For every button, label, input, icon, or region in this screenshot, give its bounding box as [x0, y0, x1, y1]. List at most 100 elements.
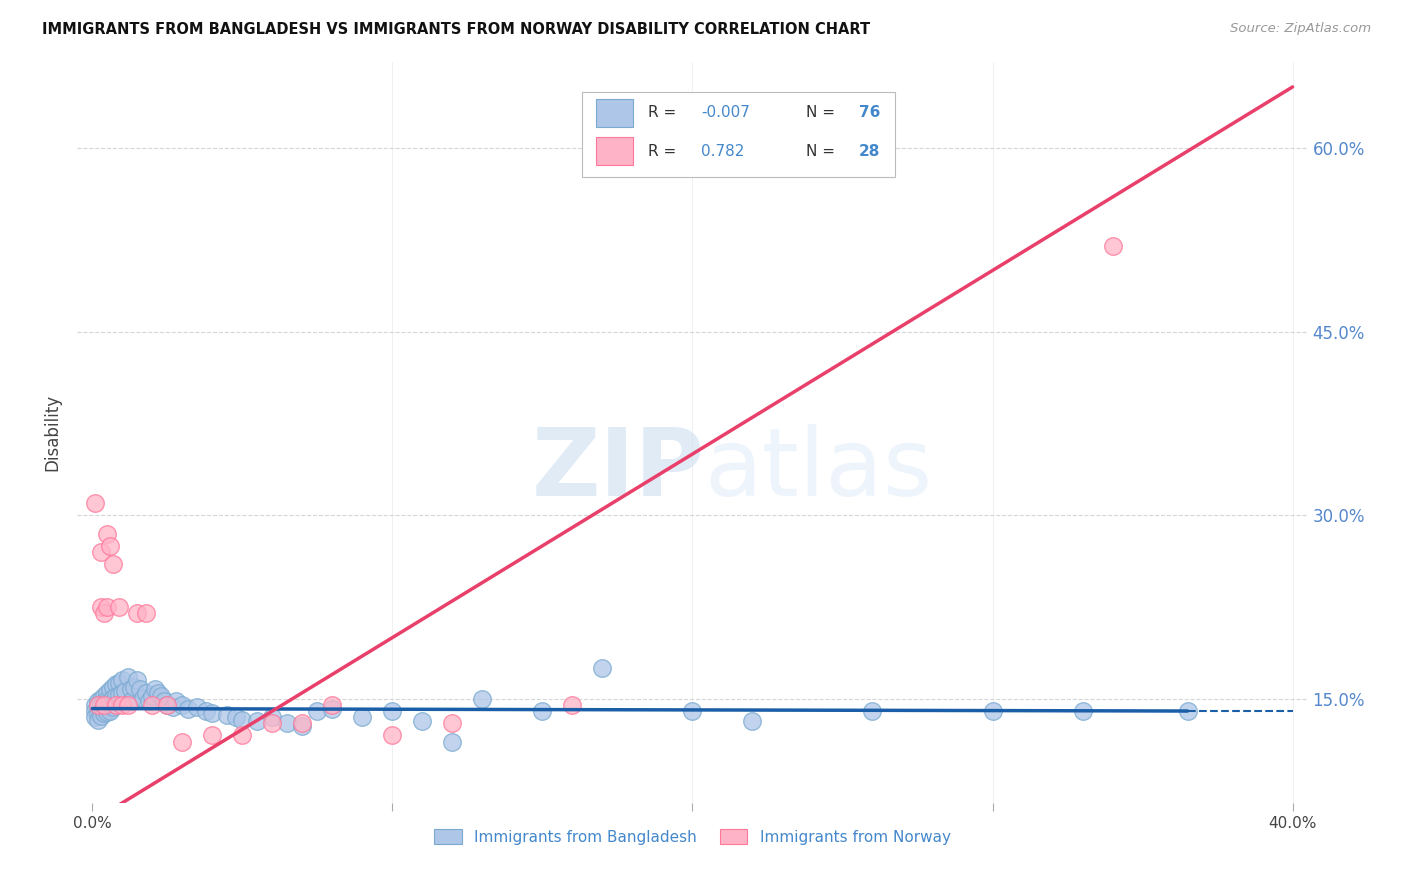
Point: [93, 701, 115, 715]
Point: [90, 709, 112, 723]
Point: [111, 686, 134, 700]
Point: [1071, 704, 1094, 718]
Point: [217, 707, 239, 722]
Point: [352, 710, 374, 724]
Point: [172, 698, 194, 712]
Point: [93, 696, 115, 710]
Point: [87, 694, 110, 708]
Point: [84, 496, 107, 510]
Point: [90, 698, 112, 712]
Text: 28: 28: [859, 144, 880, 159]
Point: [162, 700, 184, 714]
Text: 76: 76: [859, 105, 880, 120]
Point: [141, 690, 163, 704]
Point: [96, 599, 118, 614]
Point: [441, 734, 464, 748]
Point: [87, 713, 110, 727]
Point: [129, 681, 152, 696]
Point: [87, 706, 110, 721]
Point: [117, 698, 139, 712]
Point: [381, 729, 404, 743]
Point: [96, 700, 118, 714]
Text: N =: N =: [806, 105, 839, 120]
Point: [156, 698, 179, 712]
Point: [90, 545, 112, 559]
Point: [307, 704, 329, 718]
FancyBboxPatch shape: [582, 92, 896, 178]
Point: [531, 704, 554, 718]
Point: [105, 690, 128, 704]
Point: [411, 714, 433, 728]
Point: [321, 698, 343, 712]
Point: [225, 710, 247, 724]
Point: [84, 710, 107, 724]
Text: N =: N =: [806, 144, 839, 159]
Text: 0.782: 0.782: [702, 144, 744, 159]
Point: [291, 716, 314, 731]
Point: [96, 705, 118, 719]
Point: [138, 694, 160, 708]
Text: R =: R =: [648, 105, 682, 120]
Point: [201, 706, 224, 721]
Point: [96, 686, 118, 700]
Point: [862, 704, 884, 718]
Point: [135, 686, 157, 700]
Point: [87, 698, 110, 712]
Point: [98, 694, 121, 708]
Bar: [596, 137, 633, 165]
Point: [231, 729, 253, 743]
Point: [246, 714, 269, 728]
Point: [591, 661, 613, 675]
Text: IMMIGRANTS FROM BANGLADESH VS IMMIGRANTS FROM NORWAY DISABILITY CORRELATION CHAR: IMMIGRANTS FROM BANGLADESH VS IMMIGRANTS…: [42, 22, 870, 37]
Point: [682, 704, 704, 718]
Point: [153, 694, 176, 708]
Text: Source: ZipAtlas.com: Source: ZipAtlas.com: [1230, 22, 1371, 36]
Y-axis label: Disability: Disability: [44, 394, 62, 471]
Point: [471, 691, 494, 706]
Point: [741, 714, 763, 728]
Point: [108, 688, 131, 702]
Point: [93, 606, 115, 620]
Text: ZIP: ZIP: [531, 424, 704, 516]
Point: [276, 716, 298, 731]
Point: [90, 599, 112, 614]
Bar: [596, 99, 633, 127]
Point: [105, 698, 128, 712]
Point: [186, 700, 208, 714]
Point: [98, 539, 121, 553]
Point: [135, 606, 157, 620]
Point: [132, 690, 155, 705]
Point: [561, 698, 583, 712]
Point: [231, 713, 253, 727]
Point: [321, 701, 343, 715]
Point: [93, 690, 115, 704]
Point: [90, 691, 112, 706]
Point: [1177, 704, 1199, 718]
Point: [84, 704, 107, 718]
Point: [177, 701, 200, 715]
Point: [108, 599, 131, 614]
Point: [172, 734, 194, 748]
Point: [103, 680, 125, 694]
Point: [98, 704, 121, 718]
Legend: Immigrants from Bangladesh, Immigrants from Norway: Immigrants from Bangladesh, Immigrants f…: [429, 822, 956, 851]
Point: [150, 690, 173, 704]
Point: [96, 526, 118, 541]
Point: [84, 698, 107, 712]
Point: [103, 700, 125, 714]
Point: [114, 684, 136, 698]
Point: [165, 694, 187, 708]
Point: [124, 680, 146, 694]
Point: [156, 698, 179, 712]
Point: [291, 719, 314, 733]
Point: [127, 673, 149, 688]
Point: [105, 677, 128, 691]
Point: [111, 673, 134, 688]
Point: [1101, 239, 1123, 253]
Point: [103, 557, 125, 571]
Point: [87, 700, 110, 714]
Point: [143, 681, 166, 696]
Point: [441, 716, 464, 731]
Point: [90, 704, 112, 718]
Point: [120, 681, 142, 696]
